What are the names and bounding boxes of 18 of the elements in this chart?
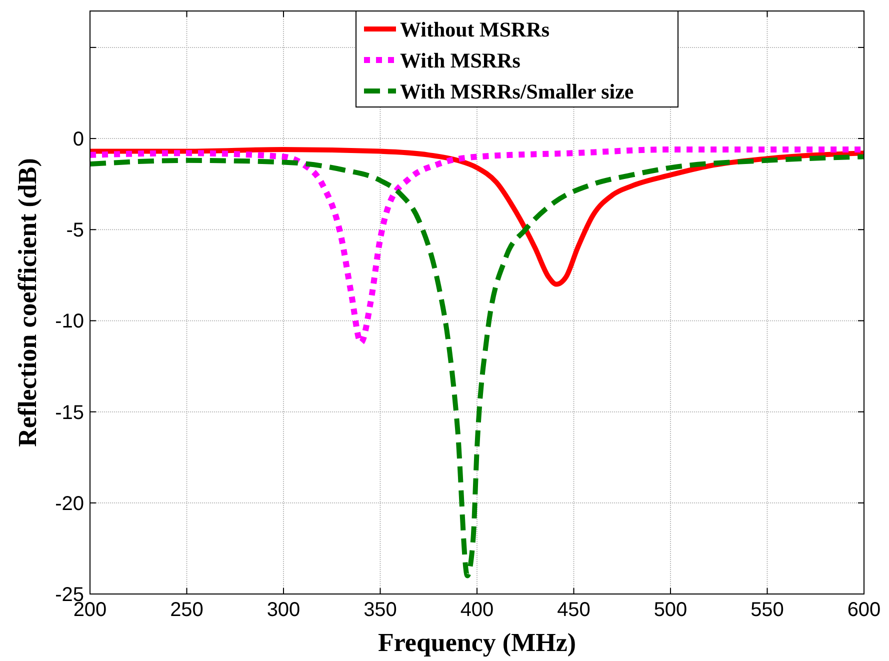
x-tick-label: 600 [847,599,881,621]
x-tick-label: 450 [557,599,590,621]
x-tick-label: 350 [364,599,397,621]
y-axis-title: Reflection coefficient (dB) [13,158,42,447]
x-tick-label: 250 [170,599,204,621]
y-tick-label: -5 [66,220,84,242]
y-tick-label: -10 [55,310,84,333]
legend-label: Without MSRRs [400,17,550,42]
x-tick-label: 550 [750,599,784,621]
x-axis-title: Frequency (MHz) [378,628,576,657]
x-tick-label: 500 [654,599,688,621]
y-tick-label: -20 [55,492,84,515]
legend-label: With MSRRs/Smaller size [400,79,634,104]
legend-label: With MSRRs [400,48,520,72]
x-tick-label: 300 [266,599,300,621]
x-tick-label: 400 [460,599,494,621]
y-tick-label: -15 [55,402,84,424]
y-tick-label: 0 [72,128,84,151]
